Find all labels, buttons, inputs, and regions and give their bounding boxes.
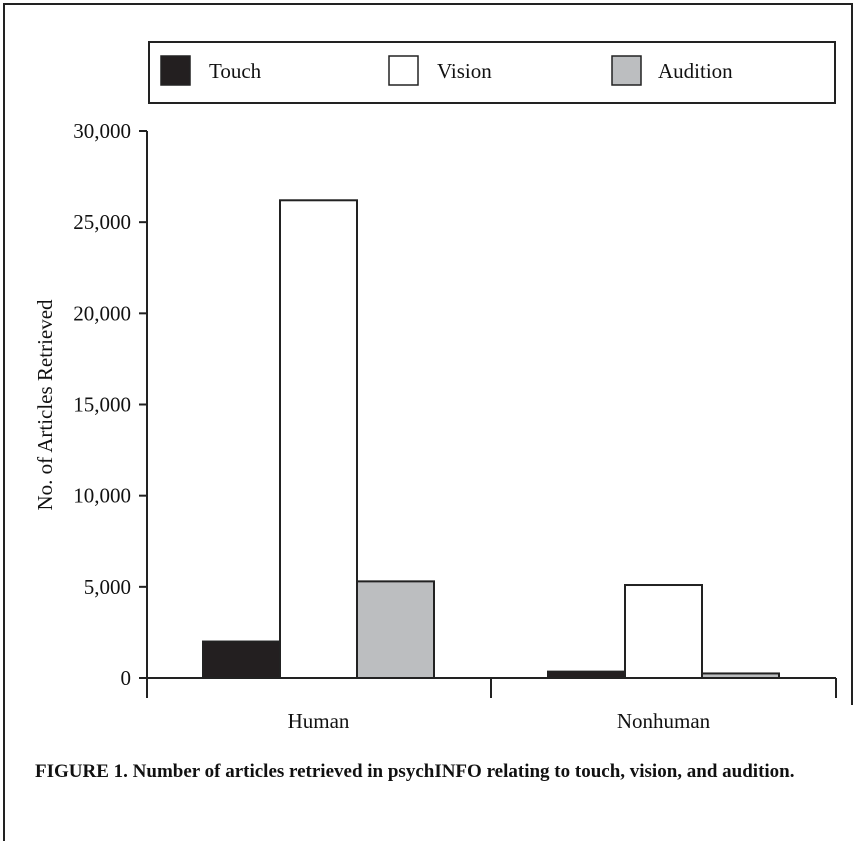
bar-nonhuman-vision	[624, 584, 703, 680]
y-tick-label: 10,000	[73, 484, 131, 508]
y-tick-label: 0	[121, 666, 132, 690]
y-tick-label: 30,000	[73, 119, 131, 143]
frame-left-border	[3, 3, 5, 841]
legend-box	[148, 41, 836, 104]
bar-human-touch	[202, 640, 281, 679]
bar-nonhuman-audition	[701, 672, 780, 679]
legend-label-vision: Vision	[437, 59, 492, 83]
legend-swatch-touch	[160, 55, 191, 86]
x-category-label: Nonhuman	[617, 709, 711, 733]
legend-label-audition: Audition	[658, 59, 733, 83]
frame-right-border	[851, 3, 853, 705]
bar-chart: Touch Vision Audition 0 5,000 10,000 15,000 20,…	[33, 41, 837, 733]
x-category-label: Human	[288, 709, 350, 733]
legend-swatch-vision	[388, 55, 419, 86]
legend-label-touch: Touch	[209, 59, 262, 83]
frame-top-border	[3, 3, 853, 5]
y-tick-label: 15,000	[73, 393, 131, 417]
y-axis-title: No. of Articles Retrieved	[33, 299, 57, 511]
figure-caption: FIGURE 1. Number of articles retrieved i…	[35, 760, 835, 784]
bar-human-audition	[356, 580, 435, 680]
caption-label: FIGURE 1.	[35, 761, 128, 782]
legend-swatch-audition	[611, 55, 642, 86]
y-tick-label: 20,000	[73, 301, 131, 325]
bar-nonhuman-touch	[547, 670, 626, 680]
caption-text: Number of articles retrieved in psychINF…	[132, 761, 795, 782]
y-tick-label: 5,000	[84, 575, 131, 599]
y-tick-label: 25,000	[73, 210, 131, 234]
bar-human-vision	[279, 199, 358, 680]
